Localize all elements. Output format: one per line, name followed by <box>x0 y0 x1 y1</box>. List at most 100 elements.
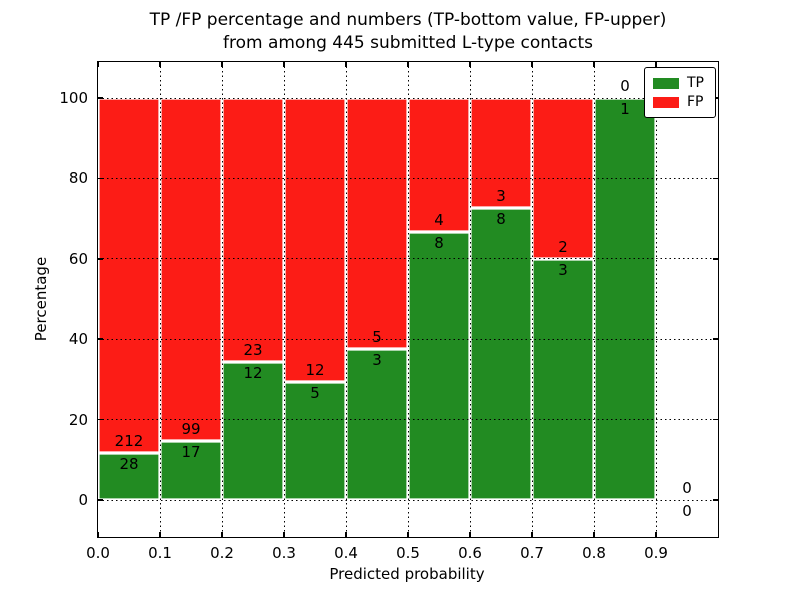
bar-segment-tp-7 <box>532 258 594 500</box>
legend: TP FP <box>644 67 716 118</box>
gridline-y-20 <box>98 419 718 421</box>
x-tick-label-0.2: 0.2 <box>210 544 234 562</box>
bar-segment-fp-1 <box>160 98 222 442</box>
x-tick-label-0.3: 0.3 <box>272 544 296 562</box>
gridline-x-0.1 <box>159 62 161 537</box>
gridline-y-100 <box>98 97 718 99</box>
bar-segment-fp-0 <box>98 98 160 454</box>
gridline-x-0.8 <box>593 62 595 537</box>
gridline-x-0.9 <box>655 62 657 537</box>
chart-title: TP /FP percentage and numbers (TP-bottom… <box>90 9 726 55</box>
x-tick-label-0.6: 0.6 <box>458 544 482 562</box>
y-tick-left-0 <box>98 499 103 501</box>
bar-segment-fp-4 <box>346 98 408 350</box>
bar-segment-tp-0 <box>98 453 160 500</box>
fp-count-label-4: 5 <box>372 328 382 347</box>
fp-count-label-1: 99 <box>181 420 201 439</box>
fp-count-label-8: 0 <box>620 77 630 95</box>
bar-segment-tp-4 <box>346 349 408 500</box>
x-tick-label-0.8: 0.8 <box>582 544 606 562</box>
x-tick-bottom-0.3 <box>283 532 285 537</box>
x-tick-bottom-0.4 <box>345 532 347 537</box>
chart-title-line2: from among 445 submitted L-type contacts <box>222 33 593 53</box>
x-axis-label: Predicted probability <box>329 565 485 583</box>
y-tick-label-100: 100 <box>59 89 88 107</box>
y-tick-right-20 <box>713 418 718 421</box>
fp-count-label-2: 23 <box>243 341 263 360</box>
x-tick-top-0.7 <box>531 62 533 67</box>
bar-segment-tp-2 <box>222 362 284 500</box>
x-tick-top-0.9 <box>655 62 657 67</box>
x-tick-top-0.2 <box>221 62 223 67</box>
tp-count-label-3: 5 <box>310 383 320 402</box>
plot-canvas: 0 20 40 60 80 100 0.0 0.1 0.2 0.3 0.4 0.5 0.6 0.7 0.8 0… <box>59 62 718 562</box>
y-tick-label-0: 0 <box>78 491 88 509</box>
x-tick-bottom-0.5 <box>407 532 409 537</box>
gridline-x-0.6 <box>469 62 471 537</box>
bar-segment-tp-3 <box>284 381 346 500</box>
x-tick-bottom-0.1 <box>159 532 161 537</box>
x-tick-label-0.5: 0.5 <box>396 544 420 562</box>
x-tick-top-0.5 <box>407 62 409 67</box>
x-tick-top-0.8 <box>593 62 595 67</box>
tp-count-label-2: 12 <box>243 364 263 383</box>
plot-area: 0 20 40 60 80 100 0.0 0.1 0.2 0.3 0.4 0.5 0.6 0.7 0.8 0… <box>59 61 719 562</box>
bar-segment-fp-3 <box>284 98 346 382</box>
x-tick-label-0.1: 0.1 <box>148 544 172 562</box>
gridline-y-0 <box>98 499 718 501</box>
tp-count-label-4: 3 <box>372 351 382 370</box>
bar-segment-fp-2 <box>222 98 284 363</box>
y-tick-left-100 <box>98 97 103 99</box>
x-tick-top-0.1 <box>159 62 161 67</box>
x-tick-label-0.0: 0.0 <box>86 544 110 562</box>
x-tick-bottom-0.0 <box>97 532 99 537</box>
bar-segment-tp-8 <box>594 98 656 500</box>
chart-title-line1: TP /FP percentage and numbers (TP-bottom… <box>149 10 667 30</box>
y-tick-label-20: 20 <box>68 410 88 429</box>
gridline-x-0.2 <box>221 62 223 537</box>
x-tick-top-0.4 <box>345 62 347 67</box>
x-tick-label-0.7: 0.7 <box>520 544 544 562</box>
fp-color-swatch-icon <box>653 96 679 108</box>
gridline-x-0.5 <box>407 62 409 537</box>
y-tick-right-60 <box>713 258 718 260</box>
x-tick-top-0.6 <box>469 62 471 67</box>
gridline-y-60 <box>98 258 718 260</box>
x-tick-top-0.0 <box>97 62 99 67</box>
y-axis-label: Percentage <box>32 256 50 342</box>
y-tick-right-0 <box>713 499 718 501</box>
gridline-x-0.3 <box>283 62 285 537</box>
x-tick-top-0.3 <box>283 62 285 67</box>
tp-count-label-5: 8 <box>434 234 444 252</box>
legend-entry-tp: TP <box>645 75 715 91</box>
tp-count-label-8: 1 <box>620 100 630 118</box>
fp-count-label-9: 0 <box>682 479 692 497</box>
x-tick-bottom-0.8 <box>593 532 595 537</box>
legend-label-fp: FP <box>687 93 704 110</box>
x-tick-bottom-0.2 <box>221 532 223 537</box>
x-tick-label-0.9: 0.9 <box>644 544 668 562</box>
fp-count-label-0: 212 <box>114 432 144 451</box>
bar-segment-tp-5 <box>408 232 470 500</box>
bar-segment-fp-6 <box>470 98 532 208</box>
bar-segment-tp-1 <box>160 441 222 500</box>
tp-count-label-6: 8 <box>496 209 506 228</box>
fp-count-label-6: 3 <box>496 186 506 205</box>
gridline-x-0.4 <box>345 62 347 537</box>
tp-count-label-0: 28 <box>119 455 139 474</box>
bar-segment-fp-5 <box>408 98 470 232</box>
y-tick-left-40 <box>98 338 103 340</box>
fp-count-label-7: 2 <box>558 237 568 256</box>
y-tick-right-80 <box>713 177 718 180</box>
gridline-y-40 <box>98 338 718 340</box>
y-tick-label-80: 80 <box>68 169 88 188</box>
tp-count-label-7: 3 <box>558 260 568 279</box>
tp-count-label-9: 0 <box>682 502 692 520</box>
y-tick-left-80 <box>98 177 103 180</box>
x-tick-label-0.4: 0.4 <box>334 544 358 562</box>
x-tick-bottom-0.9 <box>655 532 657 537</box>
y-tick-label-60: 60 <box>68 249 88 268</box>
y-tick-right-40 <box>713 338 718 340</box>
y-tick-left-60 <box>98 258 103 260</box>
